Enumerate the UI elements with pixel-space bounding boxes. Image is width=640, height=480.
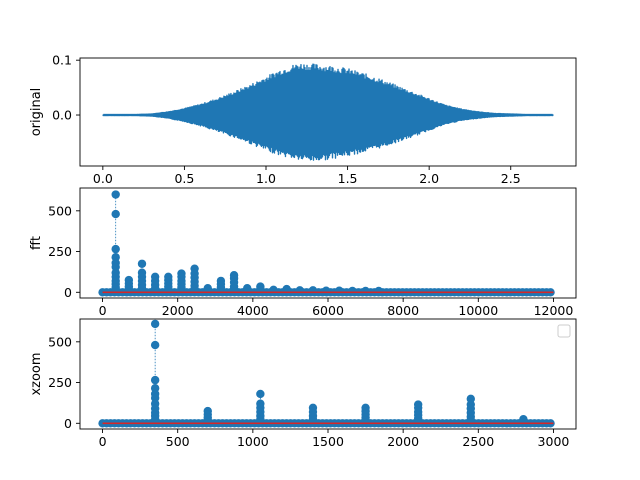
- x-tick-label: 1.5: [338, 171, 358, 186]
- y-axis-label: original: [29, 88, 44, 137]
- plot-area: [98, 319, 555, 428]
- plot-area: [102, 63, 554, 161]
- stem-marker: [137, 259, 147, 268]
- x-tick-label: 2.0: [419, 171, 439, 186]
- stem-marker: [256, 415, 265, 424]
- y-tick-label: 500: [48, 203, 72, 218]
- x-tick-label: 1500: [312, 434, 344, 449]
- stem-marker: [111, 190, 120, 199]
- panel-1: 0.0 0.5 1.0 1.5 2.0 2.5 0.0 0.1 original: [29, 53, 577, 186]
- y-tick-label: 0.0: [52, 108, 72, 123]
- stem-marker: [374, 286, 383, 296]
- waveform-series: [102, 63, 554, 161]
- axes-frame: [79, 57, 577, 167]
- x-tick-label: 10000: [458, 303, 498, 318]
- stem-marker: [361, 415, 370, 425]
- plot-area: [98, 190, 555, 297]
- x-tick-label: 1.0: [256, 171, 276, 186]
- stem-marker: [308, 286, 318, 295]
- stem-marker: [150, 415, 160, 424]
- stem-marker: [308, 415, 318, 424]
- stem-marker: [361, 286, 370, 296]
- stem-marker: [111, 244, 120, 254]
- stem-marker: [150, 284, 160, 293]
- stem-marker: [164, 284, 173, 294]
- stem-marker: [466, 415, 475, 425]
- y-axis-label: xzoom: [29, 352, 44, 395]
- y-tick-label: 500: [48, 334, 72, 349]
- stem-marker: [335, 286, 344, 295]
- x-tick-label: 500: [166, 434, 190, 449]
- stem-marker: [282, 286, 291, 295]
- x-tick-label: 0: [99, 303, 107, 318]
- stem-marker: [229, 284, 239, 294]
- legend-box: [557, 324, 571, 338]
- x-tick-label: 2000: [162, 303, 194, 318]
- stem-marker: [150, 319, 160, 329]
- x-tick-label: 1000: [237, 434, 269, 449]
- x-tick-label: 3000: [538, 434, 570, 449]
- stem-marker: [111, 209, 120, 219]
- x-tick-label: 2500: [462, 434, 494, 449]
- stem-marker: [190, 284, 199, 294]
- stem-marker: [203, 415, 212, 425]
- stem-marker: [348, 286, 357, 296]
- stem-marker: [111, 283, 120, 292]
- x-tick-label: 6000: [312, 303, 344, 318]
- stem-marker: [321, 286, 331, 295]
- stem-marker: [137, 284, 147, 293]
- x-tick-label: 0.5: [174, 171, 194, 186]
- x-tick-label: 12000: [534, 303, 574, 318]
- y-axis-label: fft: [29, 236, 44, 250]
- x-tick-label: 2.5: [501, 171, 521, 186]
- stem-marker: [256, 389, 265, 399]
- y-tick-label: 250: [48, 244, 72, 259]
- y-tick-label: 250: [48, 375, 72, 390]
- x-tick-label: 0: [99, 434, 107, 449]
- stem-marker: [216, 283, 226, 292]
- x-tick-label: 4000: [237, 303, 269, 318]
- stem-marker: [124, 284, 134, 294]
- stem-marker: [150, 340, 160, 350]
- y-tick-label: 0.1: [52, 53, 72, 68]
- stem-marker: [295, 286, 305, 295]
- x-tick-label: 0.0: [93, 171, 113, 186]
- stem-marker: [177, 283, 186, 292]
- panel-2: 0 2000 4000 6000 8000 10000 12000 0 250 500 fft: [29, 187, 577, 318]
- stem-marker: [413, 414, 423, 423]
- y-tick-label: 0: [64, 285, 72, 300]
- stem-marker: [150, 375, 160, 385]
- x-tick-label: 8000: [387, 303, 419, 318]
- panel-3: 0 500 1000 1500 2000 2500 3000 0 250 500 xzoom: [29, 318, 577, 449]
- stem-marker: [256, 286, 265, 295]
- x-tick-label: 2000: [387, 434, 419, 449]
- y-tick-label: 0: [64, 416, 72, 431]
